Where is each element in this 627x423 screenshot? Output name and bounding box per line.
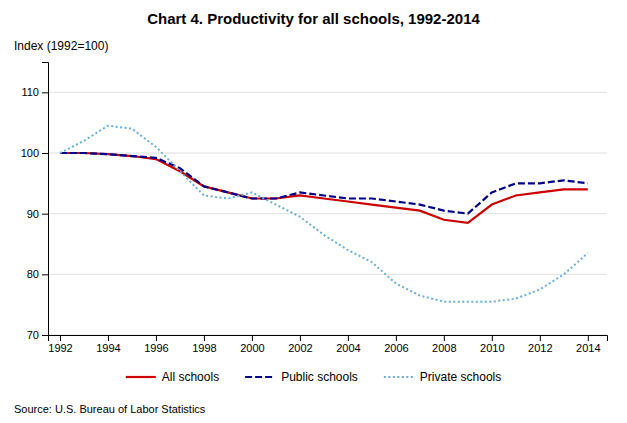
series-line — [60, 153, 588, 223]
y-tick-label: 110 — [21, 86, 39, 98]
legend-item: Private schools — [384, 370, 501, 384]
x-tick: 2004 — [336, 335, 360, 354]
legend: All schools Public schools Private schools — [126, 370, 501, 384]
x-tick-label: 1994 — [96, 342, 120, 354]
x-tick-label: 2004 — [336, 342, 360, 354]
x-tick-mark — [60, 335, 61, 341]
plot-area: 1992 1994 1996 1998 2000 2002 2004 2006 2008 2010… — [21, 63, 608, 354]
x-tick: 2008 — [432, 335, 456, 354]
x-tick: 2002 — [288, 335, 312, 354]
x-tick-mark — [108, 335, 109, 341]
y-tick-mark — [42, 274, 48, 275]
x-tick: 1998 — [192, 335, 216, 354]
y-tick-mark — [42, 92, 48, 93]
y-tick-label: 70 — [27, 329, 39, 341]
series-line — [60, 153, 588, 214]
x-tick-mark — [156, 335, 157, 341]
x-tick-mark — [588, 335, 589, 341]
x-tick-mark — [396, 335, 397, 341]
x-tick-label: 2014 — [576, 342, 600, 354]
legend-label: Public schools — [281, 370, 358, 384]
y-tick-mark — [42, 335, 48, 336]
y-tick-label: 90 — [27, 208, 39, 220]
y-tick-mark — [42, 153, 48, 154]
grid — [48, 92, 607, 335]
legend-swatch — [245, 376, 275, 378]
x-tick-label: 1992 — [48, 342, 72, 354]
x-tick: 1992 — [48, 335, 72, 354]
x-tick: 1996 — [144, 335, 168, 354]
source: Source: U.S. Bureau of Labor Statistics — [14, 403, 206, 415]
x-tick: 2006 — [384, 335, 408, 354]
grid-line — [48, 213, 607, 214]
grid-line — [48, 153, 607, 154]
y-tick-mark — [42, 214, 48, 215]
y-axis-line — [42, 63, 49, 336]
legend-swatch — [384, 376, 414, 378]
lines — [60, 126, 588, 302]
x-tick-label: 1996 — [144, 342, 168, 354]
x-tick: 2010 — [480, 335, 504, 354]
x-tick: 2012 — [528, 335, 552, 354]
x-tick: 2000 — [240, 335, 264, 354]
x-tick-mark — [492, 335, 493, 341]
x-tick: 1994 — [96, 335, 120, 354]
y-tick: 100 — [21, 147, 48, 159]
x-tick-mark — [252, 335, 253, 341]
x-tick-mark — [348, 335, 349, 341]
series-line — [60, 126, 588, 302]
x-tick-label: 2010 — [480, 342, 504, 354]
legend-swatch — [126, 376, 156, 378]
y-tick: 90 — [27, 208, 48, 220]
x-axis: 1992 1994 1996 1998 2000 2002 2004 2006 2008 2010… — [48, 335, 607, 354]
title: Chart 4. Productivity for all schools, 1… — [147, 10, 480, 27]
legend-label: All schools — [162, 370, 219, 384]
y-axis: 70 80 90 100 110 — [21, 63, 49, 342]
y-tick: 110 — [21, 86, 48, 98]
grid-line — [48, 274, 607, 275]
y-tick-label: 100 — [21, 147, 39, 159]
y-tick: 80 — [27, 268, 48, 280]
grid-line — [48, 92, 607, 93]
legend-item: Public schools — [245, 370, 358, 384]
x-tick-mark — [204, 335, 205, 341]
x-tick-label: 2012 — [528, 342, 552, 354]
x-tick-label: 2000 — [240, 342, 264, 354]
x-tick-label: 2008 — [432, 342, 456, 354]
x-tick-label: 1998 — [192, 342, 216, 354]
y-tick-label: 80 — [27, 268, 39, 280]
legend-label: Private schools — [420, 370, 501, 384]
y-axis-title: Index (1992=100) — [14, 39, 108, 53]
x-axis-line — [49, 336, 608, 342]
y-tick: 70 — [27, 329, 48, 341]
legend-item: All schools — [126, 370, 219, 384]
x-tick-label: 2002 — [288, 342, 312, 354]
x-tick-label: 2006 — [384, 342, 408, 354]
chart: Chart 4. Productivity for all schools, 1… — [0, 0, 627, 423]
x-tick-mark — [444, 335, 445, 341]
x-tick: 2014 — [576, 335, 600, 354]
x-tick-mark — [540, 335, 541, 341]
x-tick-mark — [300, 335, 301, 341]
